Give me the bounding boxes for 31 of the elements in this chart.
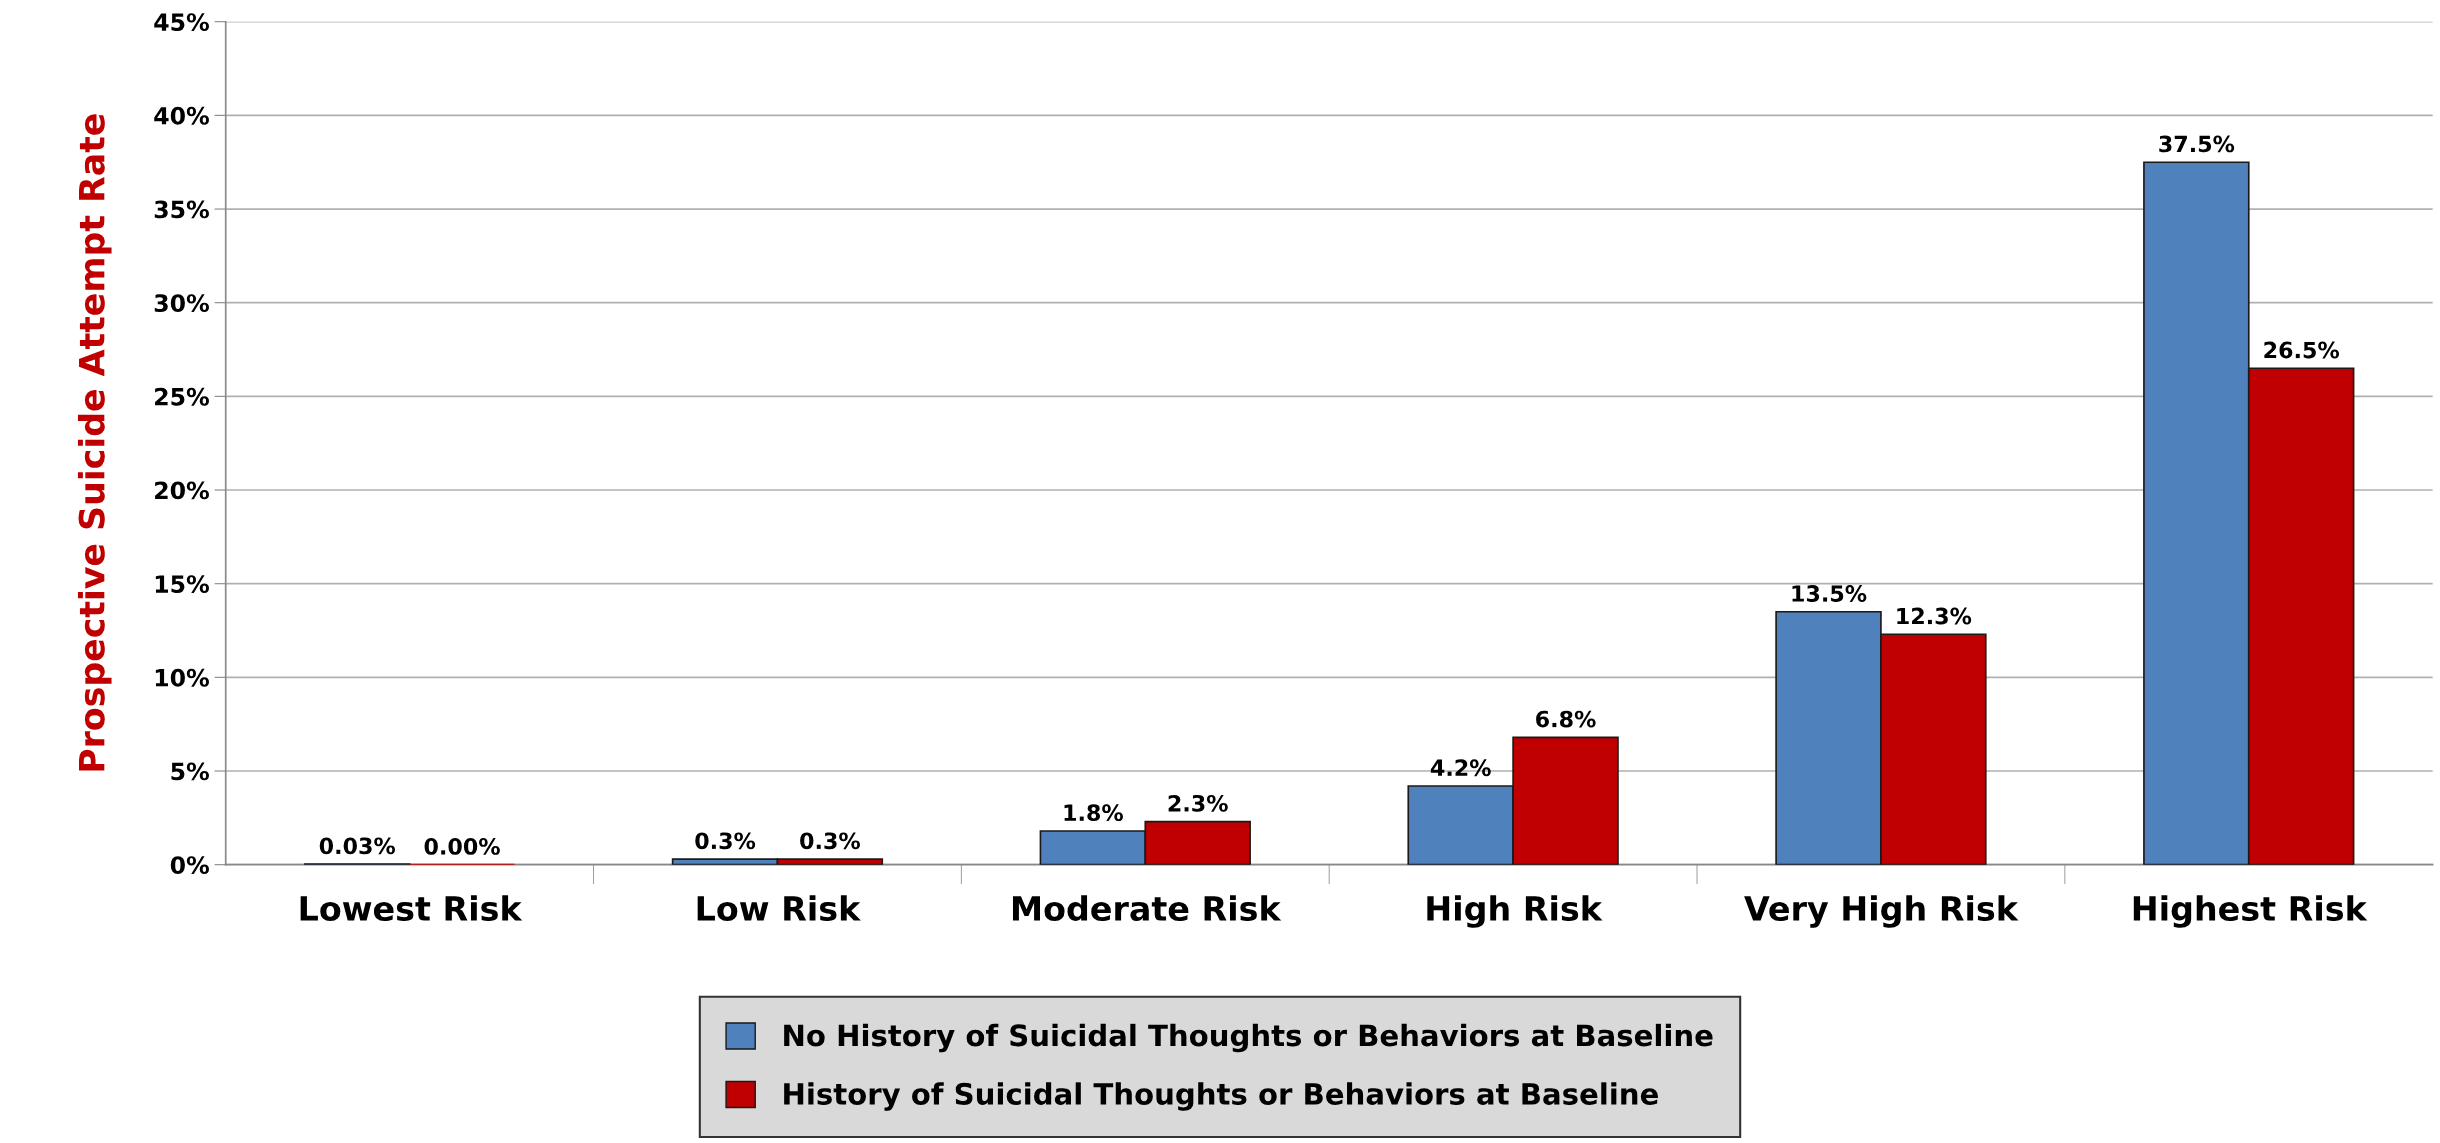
data-label: 2.3% — [1168, 794, 1228, 812]
data-label: 0.00% — [424, 838, 500, 855]
data-label: 6.8% — [1536, 710, 1596, 728]
x-tick-label: High Risk — [1427, 895, 1603, 928]
legend-label: History of Suicidal Thoughts or Behaviors at Baseline — [784, 1082, 1658, 1111]
y-tick-label: 20% — [155, 481, 209, 500]
x-tick-label: Lowest Risk — [300, 895, 523, 922]
data-label: 12.3% — [1897, 607, 1972, 625]
data-label: 1.8% — [1064, 804, 1123, 822]
data-label: 0.3% — [695, 832, 756, 850]
x-tick-label: Very High Risk — [1744, 895, 2019, 928]
x-tick-label: Low Risk — [697, 895, 861, 922]
y-tick-label: 15% — [155, 575, 209, 593]
data-label: 26.5% — [2264, 341, 2340, 359]
y-tick-label: 30% — [154, 294, 209, 313]
data-label: 0.3% — [800, 832, 860, 850]
data-label: 4.2% — [1430, 759, 1491, 777]
y-tick-label: 5% — [171, 762, 209, 781]
data-label: 37.5% — [2159, 135, 2235, 153]
x-tick-label: Moderate Risk — [1012, 895, 1282, 922]
y-tick-label: 10% — [155, 668, 209, 687]
y-axis-title: Prospective Suicide Attempt Rate — [77, 114, 112, 771]
y-tick-label: 35% — [154, 200, 209, 219]
data-label: 0.03% — [319, 837, 396, 855]
y-tick-label: 40% — [154, 106, 209, 125]
y-tick-label: 0% — [170, 856, 209, 874]
y-tick-label: 25% — [155, 387, 209, 406]
data-label: 13.5% — [1792, 585, 1867, 602]
x-tick-label: Highest Risk — [2133, 895, 2368, 928]
y-tick-label: 45% — [154, 13, 209, 32]
legend-label: No History of Suicidal Thoughts or Behaviors at Baseline — [784, 1023, 1713, 1053]
